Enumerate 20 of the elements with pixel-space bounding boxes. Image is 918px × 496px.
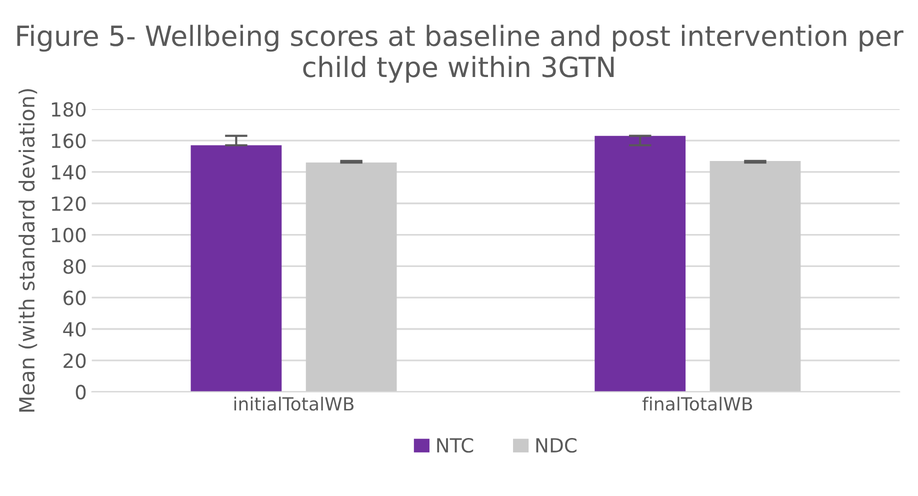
y-tick-label: 100	[52, 228, 86, 242]
bar	[710, 160, 801, 392]
y-tick-label: 120	[52, 196, 86, 212]
y-tick-label: 160	[52, 133, 86, 148]
y-tick-label: 20	[64, 353, 86, 368]
legend-label: NDC	[536, 438, 576, 453]
x-tick-label: finalTotalWB	[642, 396, 752, 411]
y-tick-label: 180	[52, 102, 86, 117]
bar	[306, 162, 397, 392]
bar	[594, 136, 686, 392]
x-tick-label: initialTotalWB	[234, 396, 354, 411]
y-axis-title: Mean (with standard deviation)	[18, 89, 38, 412]
y-tick-label: 40	[63, 322, 86, 337]
y-tick-label: 80	[64, 259, 86, 274]
chart-title: Figure 5- Wellbeing scores at baseline and post intervention per child type within 3GTN	[17, 24, 904, 83]
bar	[190, 145, 282, 392]
y-tick-label: 60	[64, 290, 86, 306]
y-tick-label: 0	[76, 384, 86, 400]
y-tick-label: 140	[52, 164, 86, 180]
legend-label: NTC	[437, 438, 474, 453]
